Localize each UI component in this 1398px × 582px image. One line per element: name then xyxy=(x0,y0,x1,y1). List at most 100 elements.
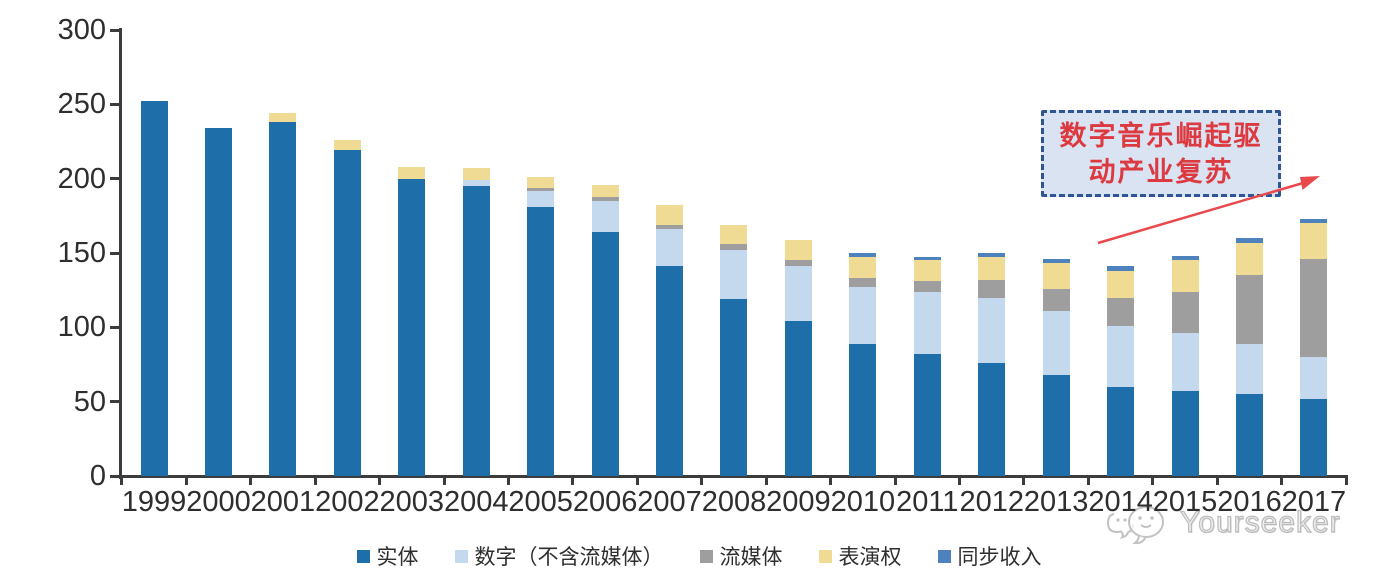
bar-segment-2001-表演权 xyxy=(269,113,297,123)
bar-segment-2006-实体 xyxy=(591,232,619,476)
x-tick-mark xyxy=(893,477,897,485)
bar-segment-2006-数字（不含流媒体） xyxy=(591,200,619,233)
y-axis-tick-label: 0 xyxy=(89,460,106,492)
bar-segment-2015-实体 xyxy=(1171,391,1199,476)
bar-segment-2011-流媒体 xyxy=(913,281,941,292)
x-axis-label: 2014 xyxy=(1088,486,1153,518)
y-tick-mark xyxy=(110,325,120,329)
legend-swatch-icon xyxy=(699,549,713,563)
bar-segment-2010-表演权 xyxy=(849,257,877,279)
bar-2014 xyxy=(1107,266,1135,476)
legend-swatch-icon xyxy=(356,549,370,563)
bar-segment-2012-同步收入 xyxy=(978,253,1006,258)
bar-segment-2001-实体 xyxy=(269,122,297,476)
bar-segment-2005-表演权 xyxy=(527,177,555,188)
bar-1999 xyxy=(140,101,168,476)
x-tick-mark xyxy=(184,477,188,485)
bar-segment-2017-表演权 xyxy=(1300,223,1328,259)
bar-segment-2015-数字（不含流媒体） xyxy=(1171,333,1199,392)
bar-2013 xyxy=(1042,258,1070,476)
bar-segment-2017-实体 xyxy=(1300,398,1328,476)
bar-segment-2005-流媒体 xyxy=(527,187,555,191)
bar-segment-2012-表演权 xyxy=(978,257,1006,280)
bar-segment-2012-流媒体 xyxy=(978,279,1006,298)
bar-segment-2006-表演权 xyxy=(591,184,619,197)
x-tick-mark xyxy=(378,477,382,485)
legend-item-表演权: 表演权 xyxy=(818,541,902,571)
bar-segment-2010-流媒体 xyxy=(849,278,877,288)
bar-segment-1999-实体 xyxy=(140,101,168,476)
y-tick-mark xyxy=(110,102,120,106)
bar-segment-2015-同步收入 xyxy=(1171,256,1199,261)
x-axis-label: 2006 xyxy=(572,486,638,518)
bar-segment-2011-同步收入 xyxy=(913,257,941,261)
bar-segment-2016-表演权 xyxy=(1236,242,1263,276)
bar-2016 xyxy=(1236,238,1263,476)
bar-segment-2009-表演权 xyxy=(784,239,812,261)
bar-segment-2004-实体 xyxy=(462,186,490,476)
x-axis-label: 2004 xyxy=(443,486,509,518)
x-axis-label: 2012 xyxy=(959,486,1024,518)
x-axis-label: 2015 xyxy=(1152,486,1218,518)
x-axis-line xyxy=(118,474,1348,478)
bar-segment-2012-数字（不含流媒体） xyxy=(978,297,1006,364)
bar-segment-2003-表演权 xyxy=(398,166,426,179)
bar-segment-2014-表演权 xyxy=(1107,270,1135,298)
bar-segment-2009-实体 xyxy=(784,321,812,476)
legend-swatch-icon xyxy=(818,549,832,563)
x-axis-label: 2007 xyxy=(637,486,702,518)
bar-segment-2006-流媒体 xyxy=(591,196,619,201)
bar-segment-2004-表演权 xyxy=(462,168,490,181)
legend-label: 表演权 xyxy=(838,546,902,569)
bar-segment-2013-数字（不含流媒体） xyxy=(1042,311,1070,375)
bar-segment-2007-数字（不含流媒体） xyxy=(656,229,684,267)
x-tick-mark xyxy=(571,477,575,485)
legend-label: 数字（不含流媒体） xyxy=(474,546,664,569)
bar-segment-2008-实体 xyxy=(720,299,748,476)
x-axis-label: 2003 xyxy=(379,486,445,518)
y-axis-tick-label: 250 xyxy=(57,88,106,121)
legend-label: 流媒体 xyxy=(719,546,783,569)
bar-segment-2007-流媒体 xyxy=(656,224,684,230)
x-axis-label: 2010 xyxy=(830,486,896,518)
bar-segment-2011-实体 xyxy=(913,354,941,476)
x-axis-label: 2000 xyxy=(186,486,251,518)
legend: 实体 数字（不含流媒体） 流媒体 表演权 同步收入 xyxy=(0,541,1398,571)
bar-segment-2005-数字（不含流媒体） xyxy=(527,190,555,207)
bar-2000 xyxy=(204,128,232,476)
bar-segment-2007-表演权 xyxy=(656,205,684,225)
legend-item-同步收入: 同步收入 xyxy=(937,541,1042,571)
yourseeker-logo-icon xyxy=(1106,506,1164,545)
bar-segment-2010-数字（不含流媒体） xyxy=(849,287,877,344)
x-tick-mark xyxy=(313,477,317,485)
bar-segment-2009-数字（不含流媒体） xyxy=(784,266,812,322)
bar-2012 xyxy=(978,253,1006,476)
y-axis-tick-label: 100 xyxy=(57,311,106,344)
x-tick-mark xyxy=(120,477,124,485)
bar-segment-2013-同步收入 xyxy=(1042,258,1070,264)
bar-segment-2017-同步收入 xyxy=(1300,218,1328,224)
x-axis-label: 2016 xyxy=(1217,486,1282,518)
bar-2011 xyxy=(913,257,941,476)
bar-2015 xyxy=(1171,256,1199,476)
bar-segment-2014-同步收入 xyxy=(1107,266,1135,271)
x-tick-mark xyxy=(1280,477,1284,485)
bar-segment-2016-流媒体 xyxy=(1236,275,1263,344)
x-tick-mark xyxy=(1215,477,1219,485)
bar-segment-2010-同步收入 xyxy=(849,253,877,258)
bar-2008 xyxy=(720,224,748,476)
bar-segment-2012-实体 xyxy=(978,363,1006,476)
bar-segment-2014-流媒体 xyxy=(1107,297,1135,326)
bar-2001 xyxy=(269,113,297,476)
bar-segment-2015-表演权 xyxy=(1171,260,1199,292)
y-axis-tick-label: 150 xyxy=(57,237,106,269)
x-tick-mark xyxy=(829,477,833,485)
bar-segment-2005-实体 xyxy=(527,206,555,476)
x-axis-label: 2013 xyxy=(1023,486,1089,518)
bar-segment-2003-实体 xyxy=(398,178,426,476)
bar-segment-2013-实体 xyxy=(1042,374,1070,476)
bar-2003 xyxy=(398,166,426,476)
x-tick-mark xyxy=(442,477,446,485)
x-tick-mark xyxy=(249,477,253,485)
x-axis-label: 2001 xyxy=(250,486,316,518)
